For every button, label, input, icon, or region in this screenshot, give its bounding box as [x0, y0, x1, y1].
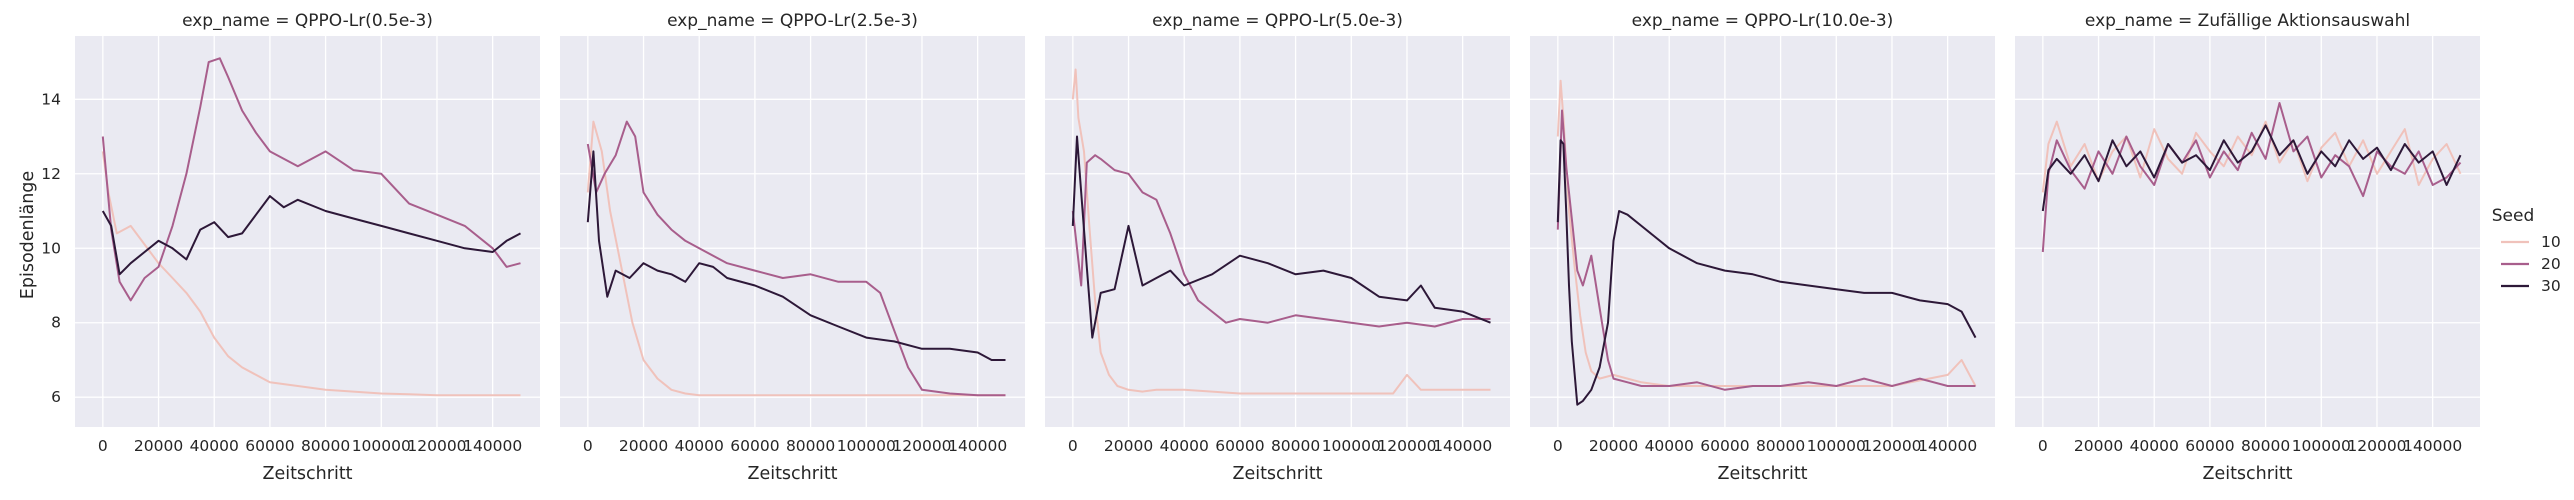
series-line-seed-20 [2041, 102, 2462, 253]
x-tick-label: 140000 [2403, 437, 2462, 455]
facet-panel-4: exp_name = QPPO-Lr(10.0e-3) 0 20000 40000 60… [1530, 11, 1995, 484]
panel-title: exp_name = QPPO-Lr(2.5e-3) [667, 11, 918, 31]
x-tick-label: 40000 [675, 437, 724, 455]
legend-entry-seed-30: 30 [2501, 277, 2561, 295]
x-tick-label: 40000 [1645, 437, 1694, 455]
series-line-seed-20 [1071, 154, 1491, 328]
facet-panel-2: exp_name = QPPO-Lr(2.5e-3) 0 20000 40000 600… [560, 11, 1025, 484]
series-line-seed-20 [101, 57, 521, 302]
x-tick-label: 0 [2038, 437, 2048, 455]
x-tick-label: 40000 [190, 437, 239, 455]
x-tick-label: 20000 [1589, 437, 1638, 455]
panel-title: exp_name = QPPO-Lr(5.0e-3) [1152, 11, 1403, 31]
plot-background [560, 36, 1025, 427]
legend-entries: 10 20 30 [2501, 233, 2561, 295]
y-tick-label: 6 [51, 388, 61, 406]
x-tick-label: 140000 [1918, 437, 1977, 455]
legend-title: Seed [2492, 206, 2535, 226]
panel-title: exp_name = QPPO-Lr(10.0e-3) [1632, 11, 1894, 31]
x-tick-label: 0 [98, 437, 108, 455]
facet-panel-1: exp_name = QPPO-Lr(0.5e-3) 0 20000 40000 600… [41, 11, 540, 484]
x-tick-label: 80000 [1756, 437, 1805, 455]
series-line-seed-10 [1556, 79, 1977, 387]
y-tick-label: 8 [51, 314, 61, 332]
plot-background [2015, 36, 2480, 427]
x-tick-label: 140000 [948, 437, 1007, 455]
x-tick-label: 120000 [2347, 437, 2406, 455]
x-tick-label: 60000 [730, 437, 779, 455]
facet-panel-3: exp_name = QPPO-Lr(5.0e-3) 0 20000 40000 600… [1045, 11, 1510, 484]
x-tick-label: 20000 [1104, 437, 1153, 455]
x-tick-label: 120000 [1377, 437, 1436, 455]
x-tick-label: 140000 [1433, 437, 1492, 455]
y-tick-label: 14 [41, 90, 61, 108]
x-axis-label: Zeitschritt [262, 464, 352, 484]
x-tick-label: 60000 [1215, 437, 1264, 455]
x-tick-label: 80000 [1271, 437, 1320, 455]
x-tick-label: 60000 [1700, 437, 1749, 455]
legend-label: 30 [2541, 277, 2561, 295]
legend: Seed 10 20 30 [2492, 206, 2561, 295]
x-tick-label: 80000 [301, 437, 350, 455]
x-axis-label: Zeitschritt [2202, 464, 2292, 484]
x-tick-label: 140000 [463, 437, 522, 455]
x-tick-label: 120000 [892, 437, 951, 455]
legend-label: 20 [2541, 255, 2561, 273]
x-tick-label: 100000 [837, 437, 896, 455]
legend-label: 10 [2541, 233, 2561, 251]
x-tick-label: 80000 [2241, 437, 2290, 455]
x-tick-label: 20000 [619, 437, 668, 455]
x-tick-label: 60000 [245, 437, 294, 455]
y-tick-label: 10 [41, 239, 61, 257]
x-tick-label: 100000 [1807, 437, 1866, 455]
series-line-seed-20 [1556, 109, 1976, 391]
x-tick-label: 120000 [407, 437, 466, 455]
plot-background [1045, 36, 1510, 427]
plot-background [75, 36, 540, 427]
x-tick-label: 40000 [1160, 437, 1209, 455]
x-tick-label: 20000 [2074, 437, 2123, 455]
x-tick-label: 80000 [786, 437, 835, 455]
x-tick-label: 100000 [352, 437, 411, 455]
legend-entry-seed-20: 20 [2501, 255, 2561, 273]
series-line-seed-10 [101, 151, 521, 397]
panels: exp_name = QPPO-Lr(0.5e-3)0 20000 40000 600… [41, 11, 2480, 484]
x-tick-label: 20000 [134, 437, 183, 455]
x-tick-label: 0 [1068, 437, 1078, 455]
series-line-seed-30 [2041, 124, 2462, 212]
x-tick-label: 60000 [2185, 437, 2234, 455]
x-tick-label: 100000 [2292, 437, 2351, 455]
x-axis-label: Zeitschritt [1232, 464, 1322, 484]
series-line-seed-30 [1556, 139, 1977, 406]
x-axis-label: Zeitschritt [1717, 464, 1807, 484]
panel-title: exp_name = Zufällige Aktionsauswahl [2085, 11, 2410, 31]
x-tick-label: 40000 [2130, 437, 2179, 455]
panel-title: exp_name = QPPO-Lr(0.5e-3) [182, 11, 433, 31]
series-line-seed-10 [586, 120, 1006, 397]
x-tick-label: 120000 [1862, 437, 1921, 455]
series-line-seed-30 [1071, 135, 1491, 339]
x-tick-label: 0 [1553, 437, 1563, 455]
series-line-seed-30 [101, 195, 521, 276]
facet-panel-5: exp_name = Zufällige Aktionsauswahl 0 2000… [2015, 11, 2480, 484]
series-line-seed-20 [586, 120, 1006, 397]
x-tick-label: 100000 [1322, 437, 1381, 455]
x-axis-label: Zeitschritt [747, 464, 837, 484]
legend-entry-seed-10: 10 [2501, 233, 2561, 251]
y-tick-label: 12 [41, 165, 61, 183]
series-line-seed-30 [586, 150, 1006, 361]
x-tick-label: 0 [583, 437, 593, 455]
y-axis-label: Episodenlänge [18, 171, 38, 299]
